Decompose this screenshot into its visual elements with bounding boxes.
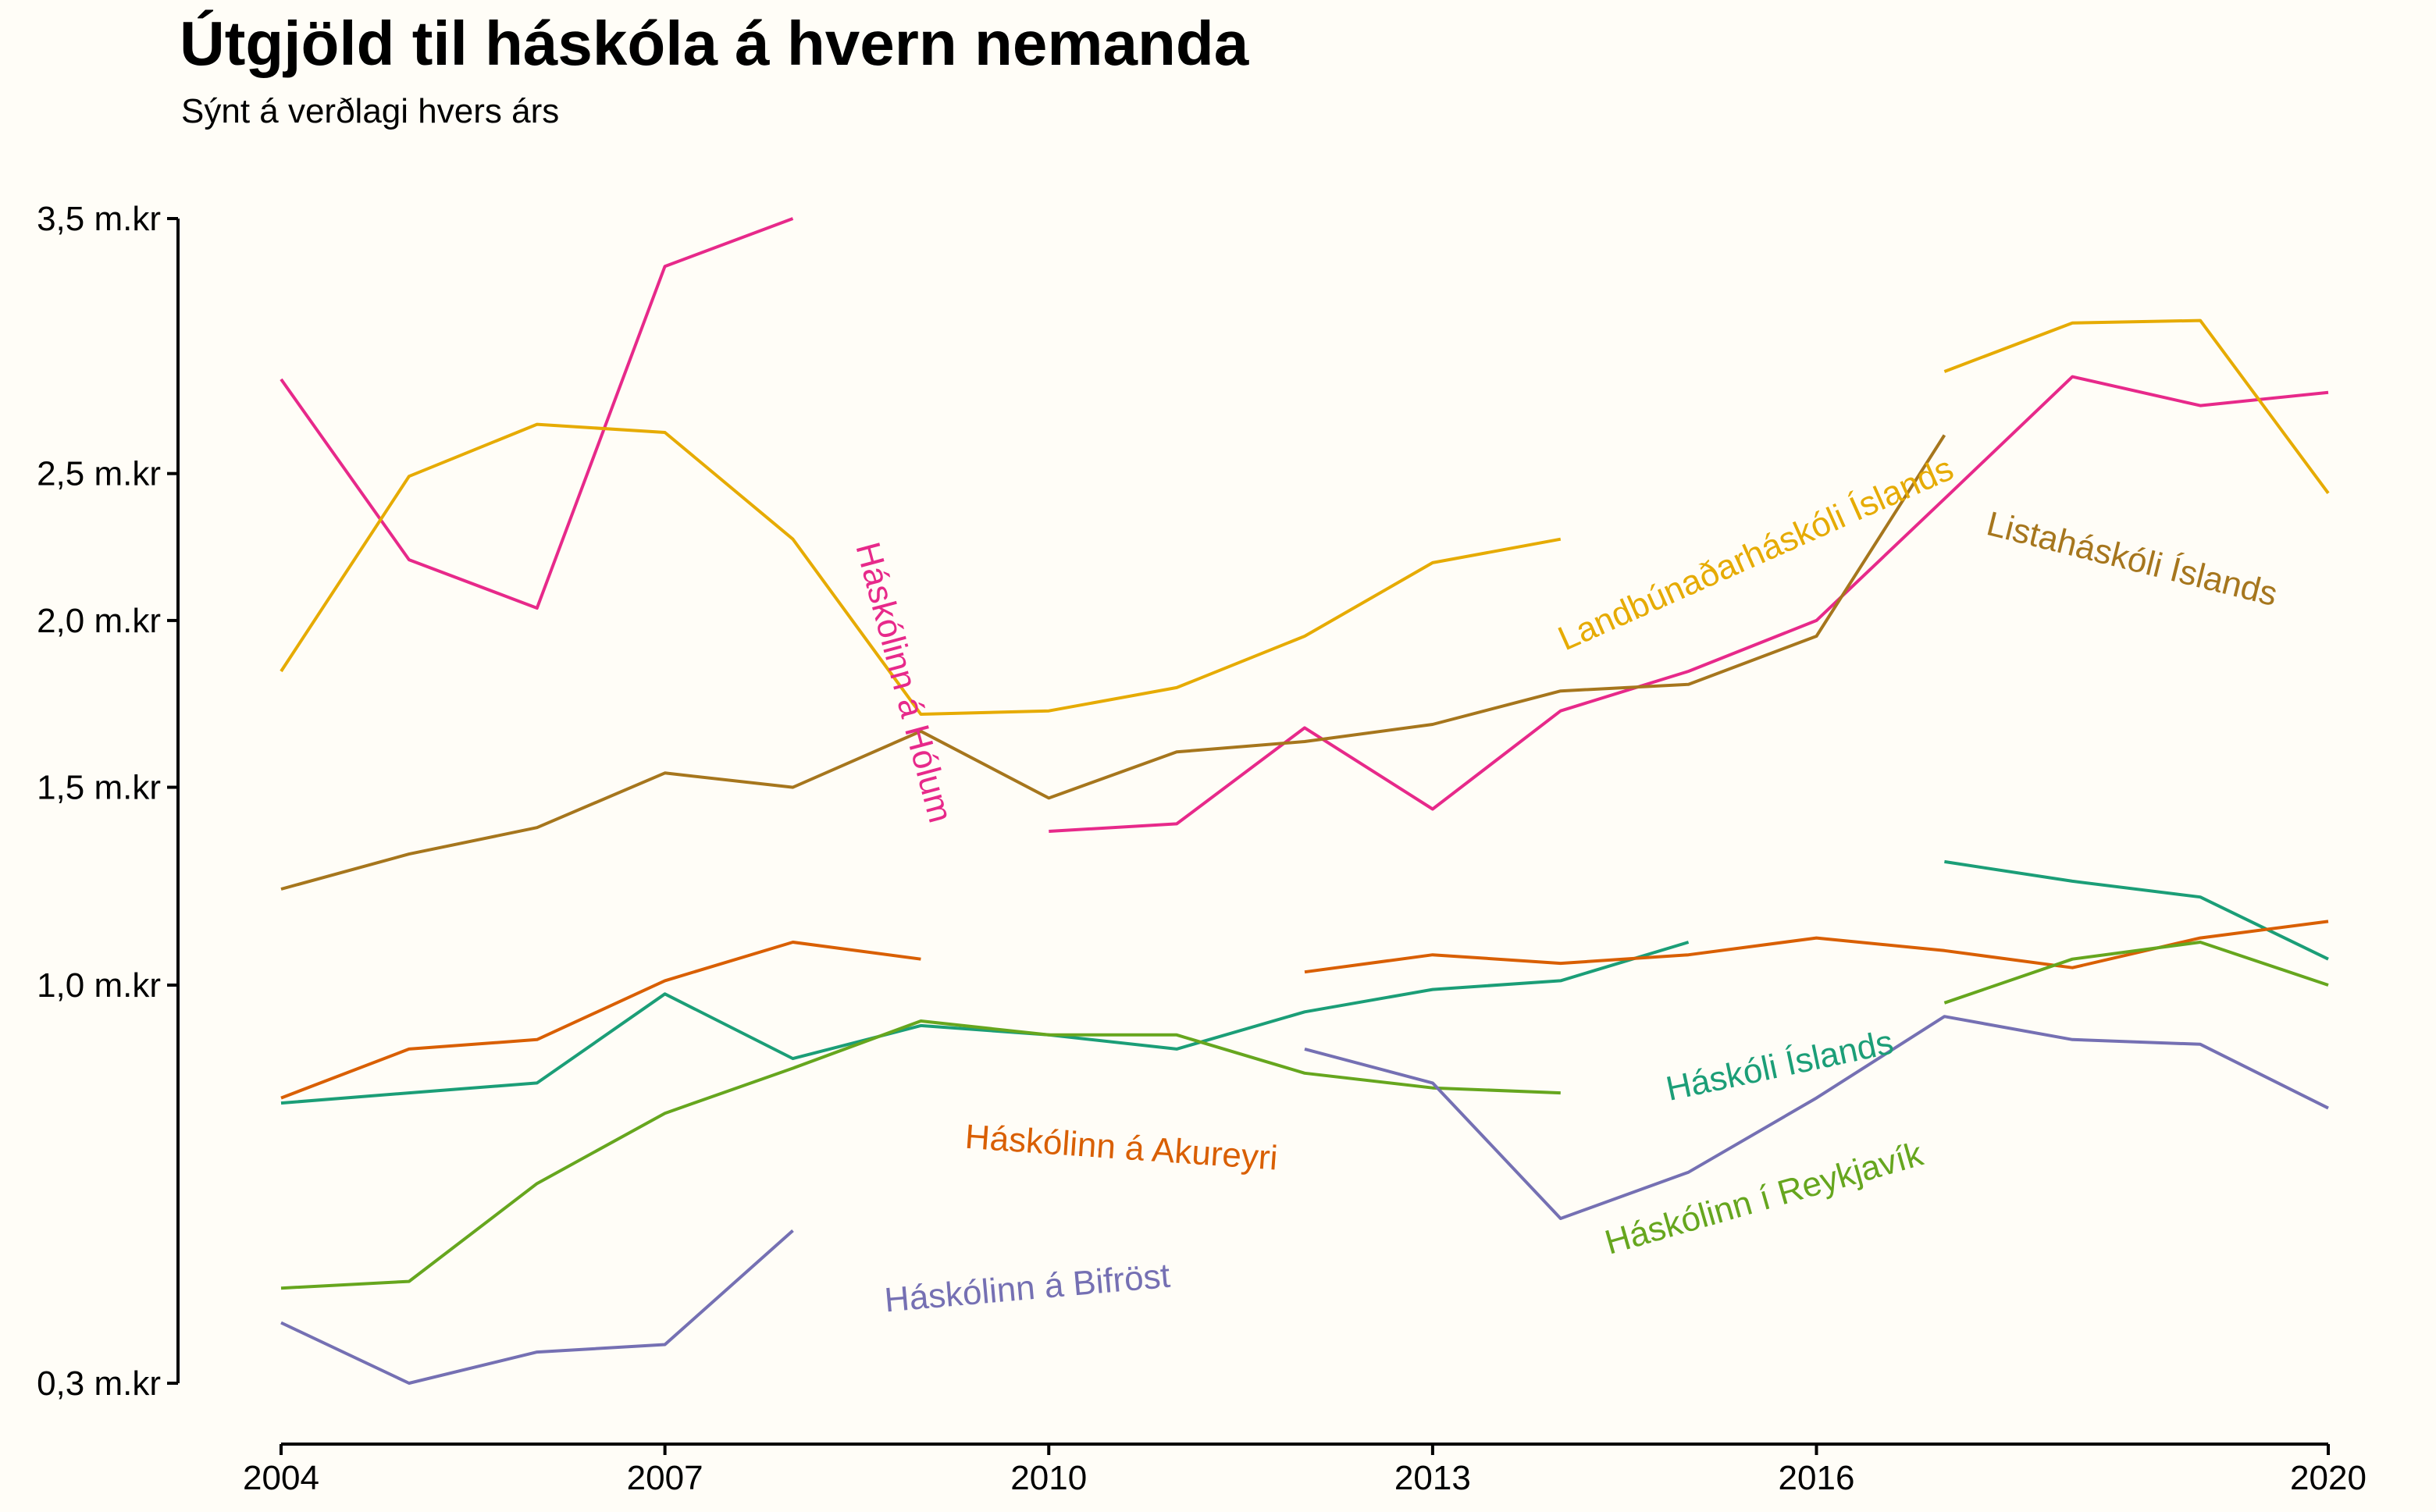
series-line-haskolinn-a-bifrost bbox=[1304, 1015, 2329, 1220]
x-axis: 2004 2007 2010 2013 2016 2020 bbox=[243, 1443, 2367, 1497]
series-lines bbox=[280, 217, 2330, 1385]
x-tick-label: 2010 bbox=[1010, 1459, 1087, 1497]
chart-title: Útgjöld til háskóla á hvern nemanda bbox=[180, 9, 1249, 78]
y-tick-label: 2,5 m.kr bbox=[37, 455, 161, 493]
series-line-landbunadarhaskoli-islands bbox=[280, 422, 1562, 716]
series-label-haskolinn-a-akureyri: Háskólinn á Akureyri bbox=[963, 1118, 1279, 1178]
series-line-haskolinn-i-reykjavik bbox=[280, 1019, 1561, 1290]
series-label-listahaskoli-islands: Listaháskóli Íslands bbox=[1983, 504, 2281, 614]
series-labels: Háskólinn á Hólum Landbúnaðarháskóli Ísla… bbox=[848, 450, 2281, 1320]
series-line-haskolinn-a-akureyri bbox=[280, 941, 921, 1100]
series-line-listahaskoli-islands bbox=[280, 434, 1946, 891]
x-tick-label: 2020 bbox=[2290, 1459, 2367, 1497]
y-tick-label: 1,0 m.kr bbox=[37, 966, 161, 1005]
series-line-haskolinn-a-holum bbox=[1049, 375, 2329, 833]
series-label-landbunadarhaskoli-islands: Landbúnaðarháskóli Íslands bbox=[1553, 450, 1960, 659]
chart-subtitle: Sýnt á verðlagi hvers árs bbox=[181, 92, 560, 130]
series-line-haskolinn-a-holum bbox=[280, 217, 794, 610]
x-tick-label: 2004 bbox=[243, 1459, 319, 1497]
y-axis: 0,3 m.kr 1,0 m.kr 1,5 m.kr 2,0 m.kr 2,5 m.kr… bbox=[37, 200, 180, 1403]
series-line-landbunadarhaskoli-islands bbox=[1943, 318, 2330, 494]
series-label-haskoli-islands: Háskóli Íslands bbox=[1663, 1023, 1897, 1108]
x-tick-label: 2016 bbox=[1779, 1459, 1855, 1497]
series-line-haskolinn-a-bifrost bbox=[280, 1229, 794, 1385]
series-label-haskolinn-a-bifrost: Háskólinn á Bifröst bbox=[883, 1257, 1172, 1320]
x-tick-label: 2007 bbox=[627, 1459, 703, 1497]
series-label-haskolinn-i-reykjavik: Háskólinn í Reykjavík bbox=[1601, 1134, 1928, 1261]
y-tick-label: 1,5 m.kr bbox=[37, 769, 161, 807]
y-tick-label: 0,3 m.kr bbox=[37, 1364, 161, 1403]
series-line-haskolinn-i-reykjavik bbox=[1943, 941, 2329, 1005]
series-label-haskolinn-a-holum: Háskólinn á Hólum bbox=[848, 539, 960, 827]
series-line-haskoli-islands bbox=[1944, 859, 2329, 961]
x-tick-label: 2013 bbox=[1394, 1459, 1471, 1497]
y-tick-label: 2,0 m.kr bbox=[37, 602, 161, 640]
y-tick-label: 3,5 m.kr bbox=[37, 200, 161, 238]
series-line-haskoli-islands bbox=[280, 941, 1690, 1105]
